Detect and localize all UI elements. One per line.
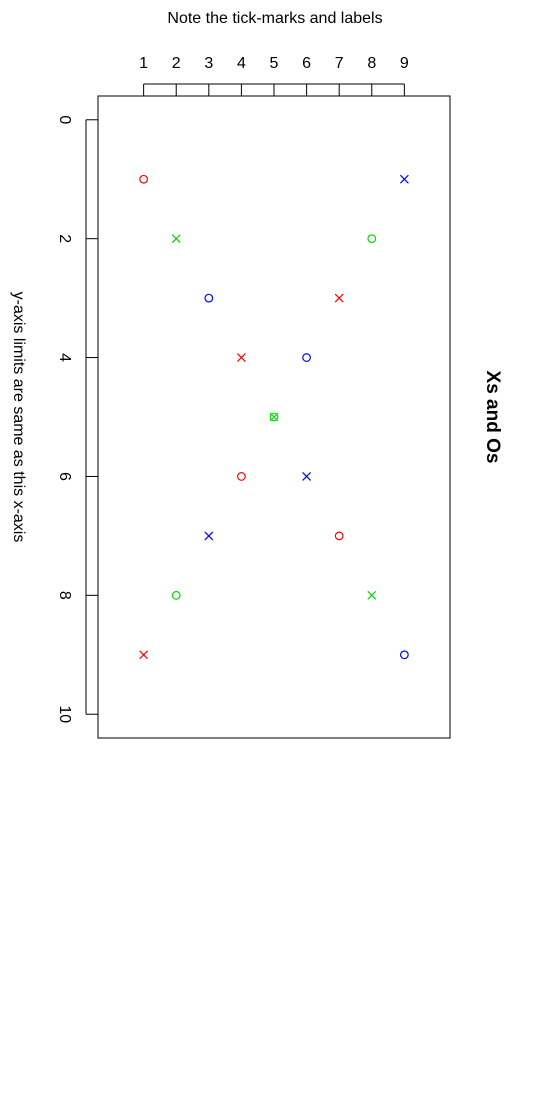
o-marker <box>204 293 214 303</box>
o-marker <box>269 412 279 422</box>
x-marker <box>367 590 377 600</box>
x-marker <box>302 472 312 481</box>
o-marker <box>237 472 246 481</box>
x-marker <box>399 174 409 184</box>
o-marker <box>367 234 377 244</box>
y-tick-label: 1 <box>139 55 148 72</box>
o-marker <box>399 650 409 660</box>
x-marker <box>334 293 344 303</box>
y-tick-label: 4 <box>237 55 246 72</box>
y-tick-label: 6 <box>302 55 311 72</box>
x-tick-label: 6 <box>56 472 73 481</box>
o-marker <box>302 353 311 362</box>
y-tick-label: 8 <box>367 55 376 72</box>
y-tick-label: 2 <box>172 55 181 72</box>
x-axis-label: y-axis limits are same as this x-axis <box>10 292 27 543</box>
x-marker <box>139 650 149 660</box>
x-tick-label: 0 <box>56 115 73 124</box>
y-axis-label: Note the tick-marks and labels <box>167 10 382 27</box>
y-tick-label: 7 <box>335 55 344 72</box>
x-tick-label: 10 <box>56 705 73 723</box>
y-tick-label: 5 <box>270 55 279 72</box>
x-marker <box>171 234 181 244</box>
x-tick-label: 4 <box>56 353 73 362</box>
x-marker <box>204 531 214 541</box>
y-tick-label: 9 <box>400 55 409 72</box>
o-marker <box>171 590 181 600</box>
x-tick-label: 2 <box>56 234 73 243</box>
o-marker <box>334 531 344 541</box>
o-marker <box>139 174 149 184</box>
y-tick-label: 3 <box>204 55 213 72</box>
x-marker <box>269 412 279 422</box>
chart-title: Xs and Os <box>482 371 503 464</box>
x-marker <box>236 353 246 362</box>
x-tick-label: 8 <box>56 591 73 600</box>
